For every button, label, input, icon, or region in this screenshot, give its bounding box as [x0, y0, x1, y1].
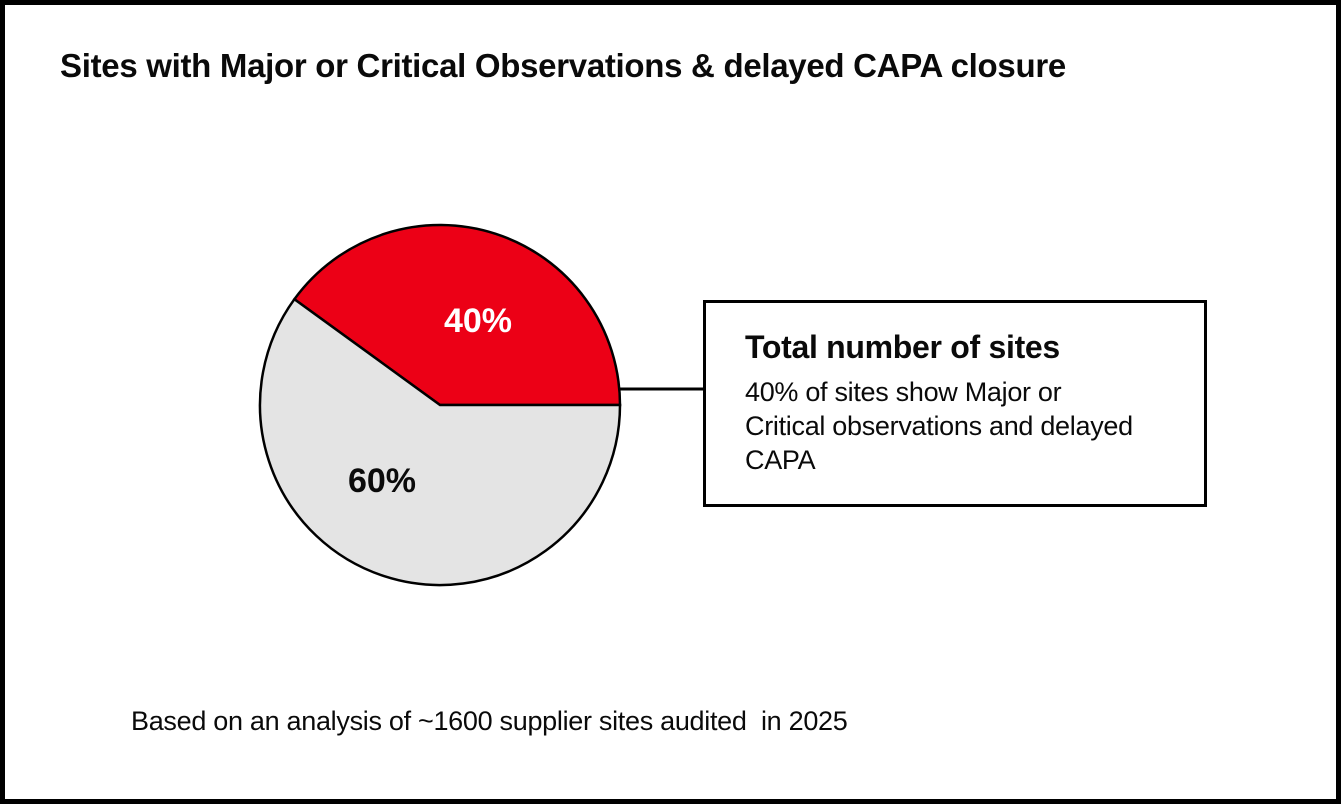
pie-chart: 40% 60%: [258, 223, 703, 587]
pie-slice-40-percent: [292, 223, 622, 407]
footnote: Based on an analysis of ~1600 supplier s…: [131, 706, 848, 736]
callout-heading: Total number of sites: [745, 329, 1060, 365]
page-title: Sites with Major or Critical Observation…: [60, 47, 1066, 84]
pie-label-60-percent: 60%: [348, 462, 416, 500]
pie-label-40-percent: 40%: [444, 302, 512, 340]
callout-body-line: 40% of sites show Major or: [745, 377, 1062, 407]
callout-body-line: Critical observations and delayed: [745, 411, 1133, 441]
callout-body-line: CAPA: [745, 445, 816, 475]
callout-box: Total number of sites 40% of sites show …: [703, 300, 1207, 507]
pie-slice-60-percent: [258, 297, 622, 587]
callout-body: 40% of sites show Major or Critical obse…: [745, 375, 1176, 477]
